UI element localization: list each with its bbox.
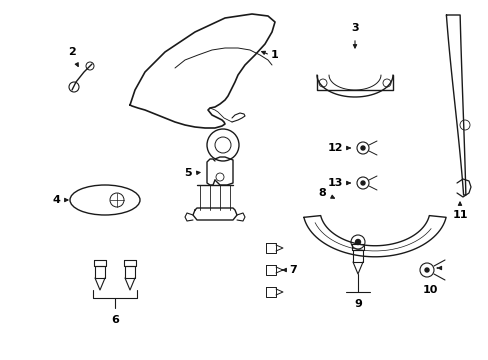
Circle shape [360, 181, 364, 185]
Text: 1: 1 [270, 50, 278, 60]
Circle shape [424, 268, 428, 272]
Text: 13: 13 [326, 178, 342, 188]
Text: 9: 9 [353, 299, 361, 309]
Text: 8: 8 [318, 188, 325, 198]
Text: 12: 12 [326, 143, 342, 153]
Text: 10: 10 [422, 285, 437, 295]
Text: 6: 6 [111, 315, 119, 325]
Text: 7: 7 [288, 265, 296, 275]
Circle shape [360, 146, 364, 150]
Text: 5: 5 [184, 168, 191, 178]
Text: 4: 4 [52, 195, 60, 205]
Circle shape [355, 239, 360, 244]
Text: 11: 11 [451, 210, 467, 220]
Text: 2: 2 [68, 47, 76, 57]
Text: 3: 3 [350, 23, 358, 33]
